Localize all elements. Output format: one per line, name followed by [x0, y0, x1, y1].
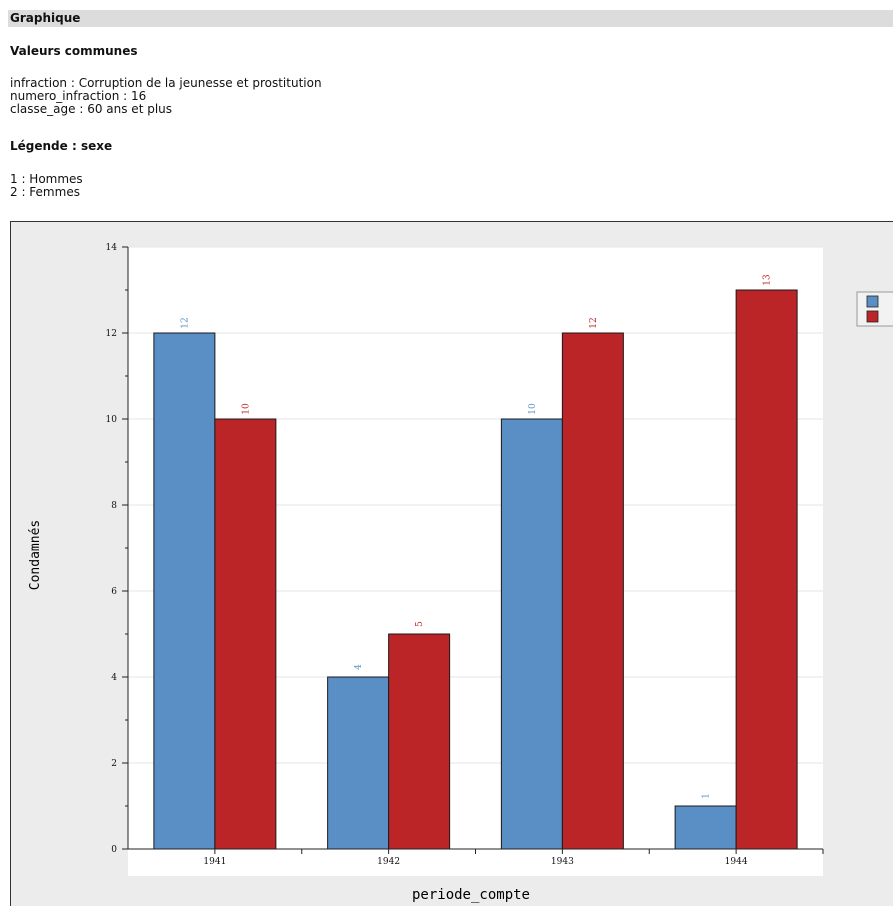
data-label: 13	[763, 274, 773, 286]
bar	[327, 676, 390, 850]
data-label: 10	[528, 403, 538, 415]
section-header: Graphique	[8, 10, 893, 27]
y-tick-label: 4	[111, 673, 117, 683]
legend-text-hommes: 1 : Hommes	[10, 172, 83, 186]
legend-swatch-series-2	[866, 310, 879, 323]
common-value-classe: classe_age : 60 ans et plus	[10, 102, 173, 116]
y-tick-label: 10	[106, 415, 118, 425]
y-axis-title: Condamnés	[28, 520, 43, 590]
y-tick-label: 2	[111, 759, 117, 769]
data-label: 12	[589, 317, 599, 328]
bar-chart: 12 10 4 5 10 12 1 13 0 2 4 6 8 10 12 14 1941 1942 1943 194…	[28, 243, 893, 903]
legend-text-title: Légende : sexe	[10, 139, 113, 153]
chart-legend	[856, 291, 893, 327]
bar	[735, 289, 798, 850]
x-tick-label: 1942	[377, 857, 400, 867]
data-label: 5	[415, 621, 425, 627]
common-values-title: Valeurs communes	[10, 44, 138, 58]
y-tick-label: 8	[111, 501, 117, 511]
x-tick-label: 1943	[551, 857, 574, 867]
x-tick-label: 1944	[725, 857, 748, 867]
legend-swatch-series-1	[866, 295, 879, 308]
bar	[214, 418, 277, 850]
x-tick-label: 1941	[203, 857, 226, 867]
bar	[561, 332, 624, 850]
common-value-infraction: infraction : Corruption de la jeunesse e…	[10, 76, 322, 90]
data-label: 10	[241, 403, 251, 415]
common-value-numero: numero_infraction : 16	[10, 89, 147, 103]
chart-frame: 12 10 4 5 10 12 1 13 0 2 4 6 8 10 12 14 1941 1942 1943 194…	[10, 221, 893, 906]
bars: 12 10 4 5 10 12 1 13	[153, 274, 798, 850]
y-tick-label: 12	[106, 329, 117, 339]
bar	[500, 418, 563, 850]
legend-text-femmes: 2 : Femmes	[10, 185, 80, 199]
bar	[153, 332, 216, 850]
data-label: 1	[702, 793, 712, 799]
bar	[674, 805, 737, 850]
data-label: 4	[354, 664, 364, 670]
y-tick-label: 14	[106, 243, 118, 253]
data-label: 12	[180, 317, 190, 328]
x-axis-title: periode_compte	[412, 887, 530, 903]
y-tick-label: 0	[111, 845, 117, 855]
bar	[388, 633, 451, 850]
y-tick-label: 6	[111, 587, 117, 597]
